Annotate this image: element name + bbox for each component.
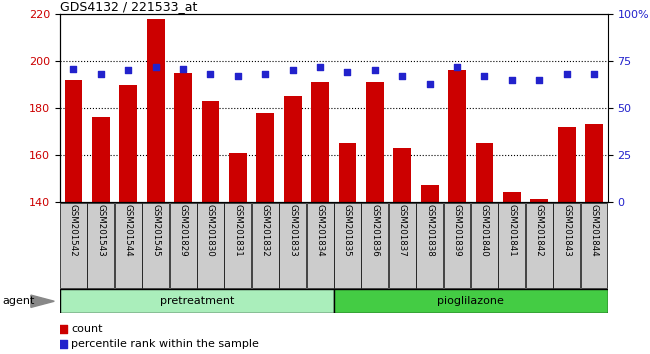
Point xyxy=(562,72,572,77)
Point xyxy=(178,66,188,72)
FancyBboxPatch shape xyxy=(60,202,87,288)
Text: GSM201545: GSM201545 xyxy=(151,204,160,257)
Text: GSM201835: GSM201835 xyxy=(343,204,352,257)
Text: GSM201831: GSM201831 xyxy=(233,204,242,257)
FancyBboxPatch shape xyxy=(224,202,252,288)
FancyBboxPatch shape xyxy=(444,202,471,288)
Point xyxy=(424,81,435,86)
FancyBboxPatch shape xyxy=(252,202,279,288)
Text: GSM201833: GSM201833 xyxy=(288,204,297,257)
Point xyxy=(534,77,545,83)
Point xyxy=(123,68,133,73)
Point xyxy=(589,72,599,77)
FancyBboxPatch shape xyxy=(389,202,416,288)
Bar xyxy=(366,82,384,202)
Text: count: count xyxy=(72,324,103,333)
Bar xyxy=(229,153,247,202)
Point xyxy=(96,72,106,77)
Text: GSM201543: GSM201543 xyxy=(96,204,105,257)
Text: GSM201837: GSM201837 xyxy=(398,204,407,257)
FancyBboxPatch shape xyxy=(499,202,525,288)
Point xyxy=(58,326,68,331)
FancyBboxPatch shape xyxy=(115,202,142,288)
Text: GDS4132 / 221533_at: GDS4132 / 221533_at xyxy=(60,0,197,13)
Bar xyxy=(60,289,334,313)
Point xyxy=(205,72,216,77)
Text: GSM201839: GSM201839 xyxy=(452,204,462,257)
Text: agent: agent xyxy=(3,296,35,306)
Point xyxy=(233,73,243,79)
FancyBboxPatch shape xyxy=(580,202,608,288)
Text: GSM201832: GSM201832 xyxy=(261,204,270,257)
FancyBboxPatch shape xyxy=(361,202,388,288)
Text: GSM201829: GSM201829 xyxy=(179,204,188,257)
Bar xyxy=(202,101,220,202)
Text: pretreatment: pretreatment xyxy=(160,296,234,306)
Text: GSM201836: GSM201836 xyxy=(370,204,380,257)
Point xyxy=(397,73,408,79)
Text: GSM201840: GSM201840 xyxy=(480,204,489,257)
Text: GSM201542: GSM201542 xyxy=(69,204,78,257)
Point xyxy=(506,77,517,83)
Point xyxy=(343,69,353,75)
Bar xyxy=(92,118,110,202)
Point xyxy=(479,73,489,79)
Bar xyxy=(339,143,356,202)
FancyBboxPatch shape xyxy=(334,202,361,288)
FancyBboxPatch shape xyxy=(88,202,114,288)
Bar xyxy=(585,124,603,202)
Bar xyxy=(334,289,608,313)
Text: GSM201843: GSM201843 xyxy=(562,204,571,257)
FancyBboxPatch shape xyxy=(526,202,552,288)
FancyBboxPatch shape xyxy=(197,202,224,288)
Bar xyxy=(503,193,521,202)
Bar xyxy=(530,199,548,202)
Text: GSM201844: GSM201844 xyxy=(590,204,599,257)
Bar xyxy=(284,96,302,202)
FancyBboxPatch shape xyxy=(280,202,306,288)
Text: GSM201834: GSM201834 xyxy=(316,204,324,257)
Bar xyxy=(448,70,466,202)
Bar xyxy=(476,143,493,202)
FancyBboxPatch shape xyxy=(553,202,580,288)
Text: percentile rank within the sample: percentile rank within the sample xyxy=(72,339,259,349)
Point xyxy=(370,68,380,73)
Text: GSM201830: GSM201830 xyxy=(206,204,215,257)
Bar xyxy=(174,73,192,202)
Text: GSM201841: GSM201841 xyxy=(508,204,516,257)
Bar xyxy=(311,82,329,202)
FancyBboxPatch shape xyxy=(416,202,443,288)
Bar xyxy=(64,80,83,202)
Text: pioglilazone: pioglilazone xyxy=(437,296,504,306)
Point xyxy=(151,64,161,69)
Text: GSM201544: GSM201544 xyxy=(124,204,133,257)
Point xyxy=(260,72,270,77)
Bar xyxy=(393,148,411,202)
FancyBboxPatch shape xyxy=(142,202,169,288)
Point xyxy=(68,66,79,72)
Text: GSM201838: GSM201838 xyxy=(425,204,434,257)
Polygon shape xyxy=(31,295,54,307)
FancyBboxPatch shape xyxy=(170,202,196,288)
Text: GSM201842: GSM201842 xyxy=(535,204,544,257)
Point xyxy=(315,64,325,69)
Bar xyxy=(120,85,137,202)
Bar xyxy=(558,127,575,202)
Point xyxy=(287,68,298,73)
Bar xyxy=(421,185,439,202)
Point xyxy=(452,64,462,69)
Point xyxy=(58,341,68,347)
Bar xyxy=(256,113,274,202)
Bar xyxy=(147,19,164,202)
FancyBboxPatch shape xyxy=(307,202,333,288)
FancyBboxPatch shape xyxy=(471,202,498,288)
